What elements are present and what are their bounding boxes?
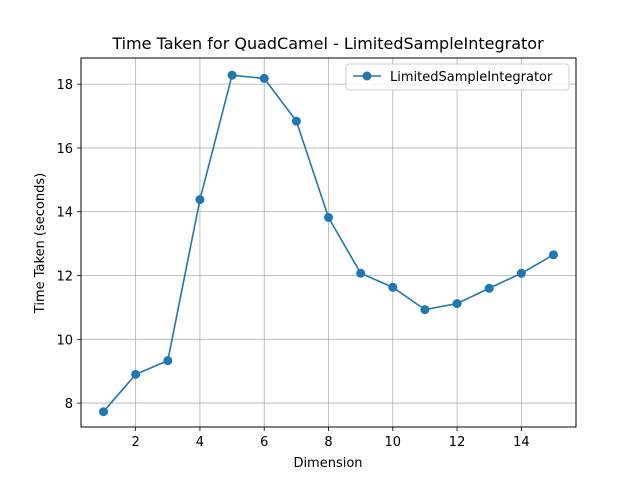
data-point xyxy=(99,407,108,417)
plot-frame xyxy=(80,57,577,428)
y-tick-label: 8 xyxy=(65,397,73,412)
data-point xyxy=(259,73,269,83)
legend-label: LimitedSampleIntegrator xyxy=(390,70,553,85)
data-point xyxy=(516,268,526,278)
data-point xyxy=(131,369,141,379)
data-point xyxy=(356,268,366,278)
data-point xyxy=(388,282,398,292)
y-tick-label: 16 xyxy=(56,142,73,157)
y-tick-label: 10 xyxy=(56,333,73,348)
legend[interactable]: LimitedSampleIntegrator xyxy=(345,63,570,91)
data-point xyxy=(227,70,237,80)
series-layer xyxy=(99,70,558,417)
ticks: 2 4 6 8 10 12 14 8 10 12 14 16 18 xyxy=(56,78,529,450)
x-tick-label: 12 xyxy=(449,435,466,450)
legend-box xyxy=(345,63,570,91)
x-tick-label: 4 xyxy=(196,435,204,450)
x-axis-label: Dimension xyxy=(293,456,362,471)
data-point xyxy=(452,299,462,309)
legend-marker xyxy=(362,71,372,81)
x-tick-label: 6 xyxy=(260,435,268,450)
y-tick-label: 18 xyxy=(56,78,73,93)
y-axis-label: Time Taken (seconds) xyxy=(33,173,48,314)
chart-title: Time Taken for QuadCamel - LimitedSample… xyxy=(111,34,544,53)
x-tick-label: 14 xyxy=(513,435,530,450)
data-point xyxy=(420,305,430,315)
y-tick-label: 12 xyxy=(56,270,73,285)
data-point xyxy=(324,212,333,222)
data-point xyxy=(484,283,494,293)
grid xyxy=(81,58,576,427)
x-tick-label: 10 xyxy=(385,435,402,450)
data-point xyxy=(549,250,558,260)
y-tick-label: 14 xyxy=(56,206,73,221)
x-tick-label: 2 xyxy=(132,435,140,450)
data-point xyxy=(163,356,173,366)
x-tick-label: 8 xyxy=(324,435,332,450)
data-point xyxy=(195,195,205,205)
data-point xyxy=(291,116,301,126)
